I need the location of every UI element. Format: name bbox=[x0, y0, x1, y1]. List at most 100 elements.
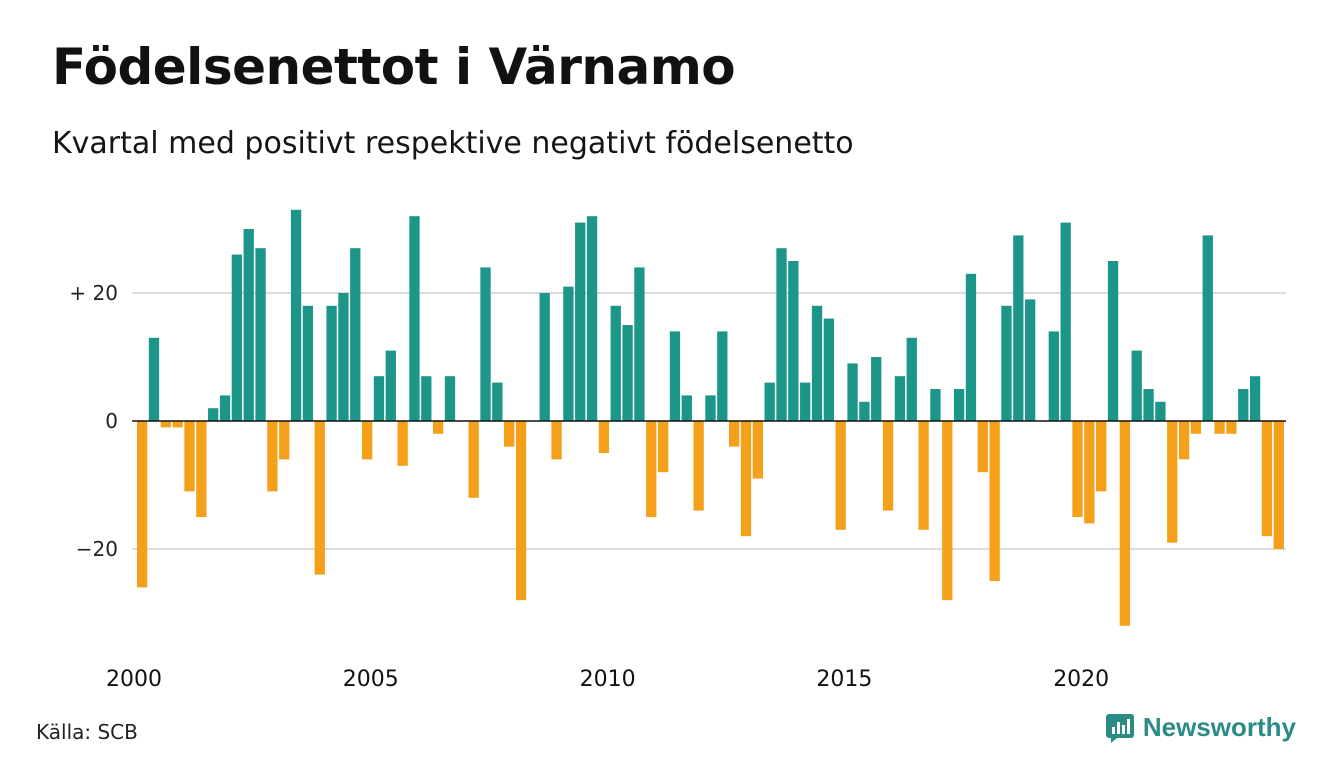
bar-negative bbox=[361, 421, 373, 460]
bar-positive bbox=[586, 216, 598, 421]
bar-positive bbox=[705, 395, 716, 421]
bar-positive bbox=[811, 305, 823, 421]
x-tick-label: 2020 bbox=[1053, 667, 1109, 692]
y-axis-labels: + 20 0 −20 bbox=[69, 281, 118, 561]
bar-negative bbox=[515, 421, 527, 601]
bar-positive bbox=[1238, 389, 1249, 421]
bar-negative bbox=[160, 421, 171, 428]
bar-negative bbox=[942, 421, 953, 601]
bar-negative bbox=[1178, 421, 1190, 460]
bar-positive bbox=[669, 331, 681, 421]
y-tick-label: 0 bbox=[105, 409, 118, 433]
bar-positive bbox=[575, 222, 586, 421]
bar-negative bbox=[1084, 421, 1095, 524]
bar-negative bbox=[977, 421, 988, 473]
bar-positive bbox=[622, 325, 633, 421]
bar-positive bbox=[326, 305, 337, 421]
y-tick-label: −20 bbox=[76, 537, 118, 561]
bar-negative bbox=[172, 421, 183, 428]
bar-negative bbox=[1096, 421, 1107, 492]
x-axis-labels: 2000 2005 2010 2015 2020 bbox=[106, 667, 1109, 692]
newsworthy-logo-icon bbox=[1105, 713, 1134, 743]
bar-positive bbox=[1155, 401, 1166, 421]
bar-negative bbox=[314, 421, 325, 575]
bar-positive bbox=[788, 261, 799, 421]
bar-negative bbox=[835, 421, 846, 530]
bar-positive bbox=[953, 389, 965, 421]
bar-negative bbox=[729, 421, 740, 447]
bar-positive bbox=[823, 318, 835, 421]
bar-negative bbox=[468, 421, 479, 498]
bar-positive bbox=[634, 267, 645, 421]
bar-negative bbox=[267, 421, 278, 492]
bar-positive bbox=[681, 395, 692, 421]
bar-negative bbox=[918, 421, 929, 530]
bar-positive bbox=[610, 305, 621, 421]
bar-positive bbox=[409, 216, 420, 421]
bar-chart: + 20 0 −20 2000 2005 2010 2015 2020 bbox=[69, 209, 1286, 692]
bar-positive bbox=[1143, 389, 1154, 421]
source-note: Källa: SCB bbox=[36, 720, 138, 744]
bar-positive bbox=[563, 286, 574, 421]
y-tick-label: + 20 bbox=[69, 281, 118, 305]
bar-negative bbox=[740, 421, 752, 537]
bar-positive bbox=[1249, 376, 1261, 421]
bar-positive bbox=[847, 363, 858, 421]
bar-positive bbox=[800, 382, 811, 421]
bar-positive bbox=[1025, 299, 1036, 421]
bar-negative bbox=[598, 421, 610, 453]
bar-negative bbox=[989, 421, 1000, 581]
bar-positive bbox=[385, 350, 396, 421]
bar-negative bbox=[1119, 421, 1131, 626]
x-tick-label: 2010 bbox=[580, 667, 636, 692]
bar-positive bbox=[350, 248, 361, 421]
bar-negative bbox=[1226, 421, 1237, 434]
bar-positive bbox=[480, 267, 491, 421]
bar-negative bbox=[196, 421, 207, 517]
bar-negative bbox=[397, 421, 408, 466]
bar-negative bbox=[1214, 421, 1225, 434]
x-tick-label: 2000 bbox=[106, 667, 162, 692]
bar-positive bbox=[208, 408, 219, 421]
bar-negative bbox=[137, 421, 148, 588]
bar-negative bbox=[1273, 421, 1284, 549]
bar-positive bbox=[231, 254, 243, 421]
x-tick-label: 2005 bbox=[343, 667, 399, 692]
bar-positive bbox=[219, 395, 231, 421]
bar-positive bbox=[243, 229, 254, 421]
bar-positive bbox=[444, 376, 456, 421]
bar-positive bbox=[302, 305, 314, 421]
bar-positive bbox=[1131, 350, 1142, 421]
bar-negative bbox=[551, 421, 562, 460]
bar-positive bbox=[1001, 305, 1012, 421]
bar-negative bbox=[184, 421, 195, 492]
bar-positive bbox=[717, 331, 728, 421]
bar-positive bbox=[1107, 261, 1119, 421]
bar-positive bbox=[338, 293, 349, 421]
bar-negative bbox=[646, 421, 657, 517]
bar-positive bbox=[492, 382, 503, 421]
bar-negative bbox=[279, 421, 290, 460]
bar-positive bbox=[373, 376, 385, 421]
bar-positive bbox=[776, 248, 787, 421]
bar-positive bbox=[859, 401, 870, 421]
bar-negative bbox=[433, 421, 444, 434]
bar-positive bbox=[764, 382, 775, 421]
bar-positive bbox=[148, 337, 160, 421]
bar-negative bbox=[882, 421, 894, 511]
bar-negative bbox=[1072, 421, 1083, 517]
bar-positive bbox=[1060, 222, 1071, 421]
bar-positive bbox=[965, 273, 977, 421]
brand-logo: Newsworthy bbox=[1105, 712, 1296, 743]
chart-title: Födelsenettot i Värnamo bbox=[52, 38, 736, 96]
bar-positive bbox=[539, 293, 550, 421]
bar-negative bbox=[657, 421, 669, 473]
x-tick-label: 2015 bbox=[816, 667, 872, 692]
chart-subtitle: Kvartal med positivt respektive negativt… bbox=[52, 126, 854, 161]
bar-positive bbox=[255, 248, 266, 421]
bar-positive bbox=[290, 209, 302, 421]
bar-positive bbox=[1202, 235, 1213, 421]
bar-negative bbox=[504, 421, 515, 447]
bar-positive bbox=[1013, 235, 1024, 421]
bar-positive bbox=[906, 337, 917, 421]
